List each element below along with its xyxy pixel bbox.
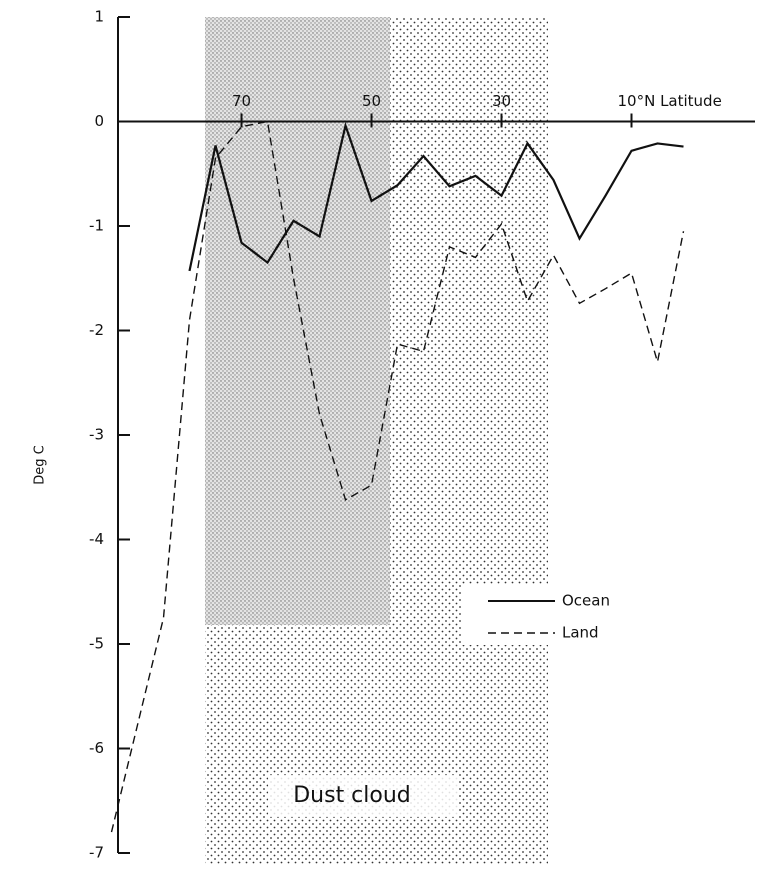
y-tick-label: -6 <box>89 739 104 757</box>
annotation: Dust cloud <box>293 783 411 808</box>
y-axis-label: Deg C <box>33 445 48 484</box>
legend-label: Land <box>562 624 599 642</box>
y-tick-label: 1 <box>94 8 104 26</box>
y-tick-label: 0 <box>94 112 104 130</box>
y-tick-label: -1 <box>89 217 104 235</box>
series-line <box>188 121 684 272</box>
legend-label: Ocean <box>562 592 610 610</box>
y-tick-label: -4 <box>89 530 104 548</box>
series-line <box>110 120 685 833</box>
x-tick-label: 30 <box>492 92 511 110</box>
x-tick-label: 10°N Latitude <box>618 92 722 110</box>
y-tick-label: -5 <box>89 635 104 653</box>
y-tick-label: -2 <box>89 321 104 339</box>
dense-dust-region <box>205 17 390 625</box>
x-tick-label: 50 <box>362 92 381 110</box>
annotation-box <box>268 775 458 817</box>
x-tick-label: 70 <box>232 92 251 110</box>
y-tick-label: -7 <box>89 844 104 862</box>
legend-box <box>462 585 642 645</box>
y-tick-label: -3 <box>89 426 104 444</box>
